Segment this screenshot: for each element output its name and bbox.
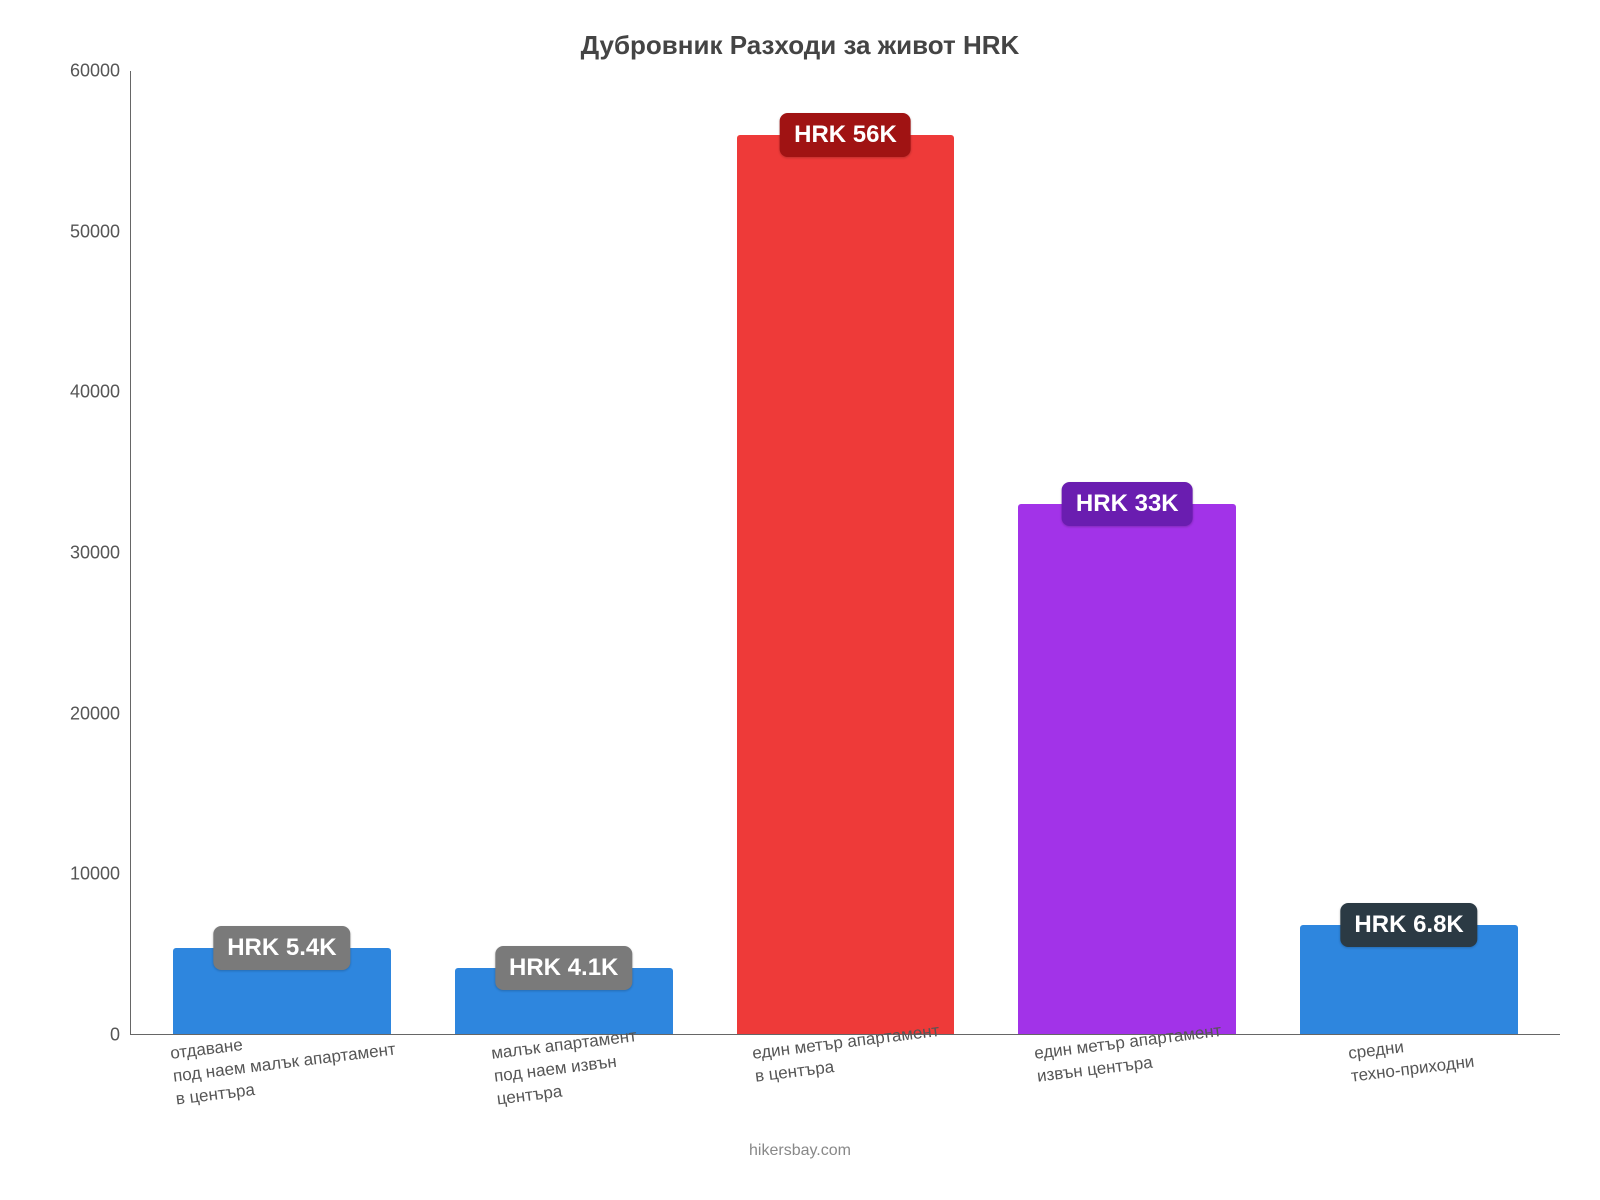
x-tick: отдаване под наем малък апартамент в цен… [140, 1043, 422, 1112]
bar-slot: HRK 5.4K [141, 71, 423, 1034]
x-tick-label: средни техно-приходни [1347, 1028, 1478, 1111]
y-axis: 60000 50000 40000 30000 20000 10000 0 [40, 71, 130, 1035]
plot-area: HRK 5.4K HRK 4.1K HRK 56K HRK 33K [130, 71, 1560, 1035]
y-tick-label: 60000 [70, 61, 120, 82]
y-tick-label: 40000 [70, 382, 120, 403]
y-tick-label: 30000 [70, 543, 120, 564]
bar-value-label: HRK 6.8K [1340, 903, 1477, 947]
bar-slot: HRK 4.1K [423, 71, 705, 1034]
attribution: hikersbay.com [40, 1142, 1560, 1160]
x-tick: един метър апартамент в центъра [704, 1043, 986, 1112]
x-tick: средни техно-приходни [1268, 1043, 1550, 1112]
chart-container: Дубровник Разходи за живот HRK 60000 500… [0, 0, 1600, 1200]
x-tick: малък апартамент под наем извън центъра [422, 1043, 704, 1112]
bar: HRK 6.8K [1300, 925, 1518, 1034]
bar-value-label: HRK 33K [1062, 482, 1193, 526]
bar-slot: HRK 56K [705, 71, 987, 1034]
bar: HRK 4.1K [455, 968, 673, 1034]
x-axis-row: отдаване под наем малък апартамент в цен… [40, 1035, 1560, 1112]
y-tick-label: 20000 [70, 703, 120, 724]
x-axis: отдаване под наем малък апартамент в цен… [130, 1035, 1560, 1112]
x-tick: един метър апартамент извън центъра [986, 1043, 1268, 1112]
y-tick-label: 0 [110, 1025, 120, 1046]
x-axis-spacer [40, 1035, 130, 1112]
bars-row: HRK 5.4K HRK 4.1K HRK 56K HRK 33K [131, 71, 1560, 1034]
plot-row: 60000 50000 40000 30000 20000 10000 0 HR… [40, 71, 1560, 1035]
x-tick-label: малък апартамент под наем извън центъра [490, 1025, 644, 1111]
bar-slot: HRK 6.8K [1268, 71, 1550, 1034]
bar: HRK 33K [1018, 504, 1236, 1034]
y-tick-label: 50000 [70, 221, 120, 242]
bar: HRK 56K [737, 135, 955, 1034]
bar-slot: HRK 33K [986, 71, 1268, 1034]
bar-value-label: HRK 56K [780, 113, 911, 157]
bar-value-label: HRK 4.1K [495, 946, 632, 990]
bar-value-label: HRK 5.4K [213, 926, 350, 970]
chart-title: Дубровник Разходи за живот HRK [40, 30, 1560, 61]
y-tick-label: 10000 [70, 864, 120, 885]
